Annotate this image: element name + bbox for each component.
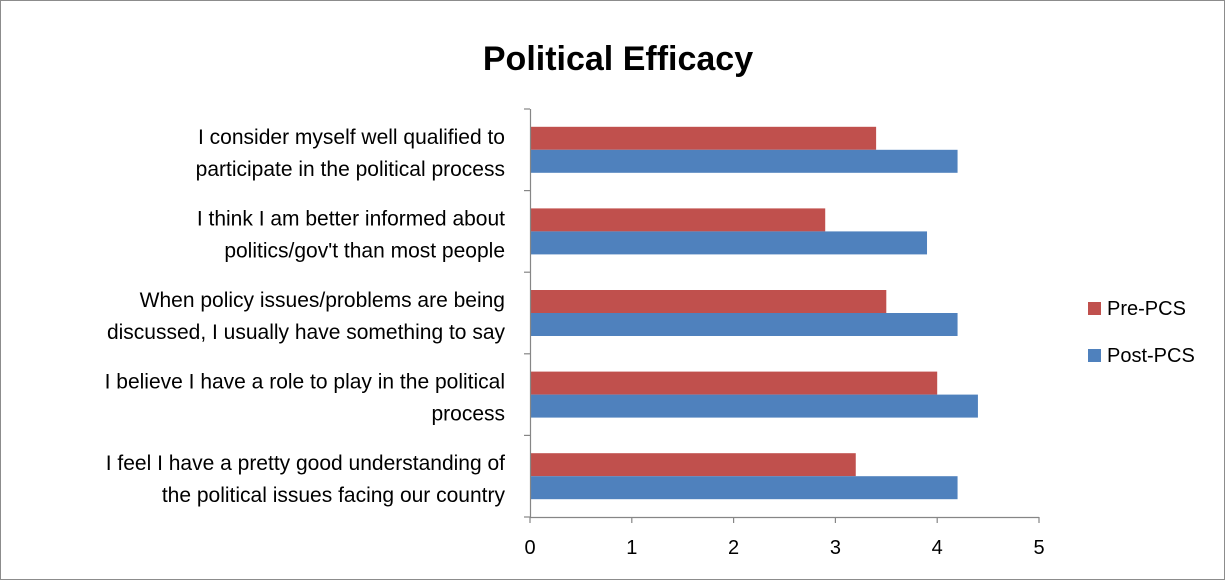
bar-pre-pcs-3 — [530, 290, 887, 313]
x-tick-label: 5 — [1033, 537, 1044, 559]
category-label-2: I think I am better informed about politi… — [197, 207, 505, 262]
category-labels: I consider myself well qualified to parti… — [105, 126, 506, 507]
category-label-line: I consider myself well qualified to — [198, 126, 505, 149]
bar-pre-pcs-4 — [530, 371, 938, 395]
category-label-line: I feel I have a pretty good understandin… — [106, 452, 505, 475]
bar-pre-pcs-1 — [530, 126, 877, 150]
category-label-5: I feel I have a pretty good understandin… — [106, 452, 506, 507]
axes-group — [524, 108, 1040, 523]
bars-group — [530, 126, 978, 500]
legend-label-post-pcs: Post-PCS — [1107, 345, 1195, 367]
bar-post-pcs-1 — [530, 149, 958, 173]
legend: Pre-PCS Post-PCS — [1088, 298, 1195, 367]
legend-swatch-post-pcs — [1088, 349, 1101, 362]
x-tick-labels: 0 1 2 3 4 5 — [524, 537, 1044, 559]
x-tick-label: 0 — [524, 537, 535, 559]
category-label-line: politics/gov't than most people — [224, 239, 505, 262]
chart-title: Political Efficacy — [483, 40, 753, 78]
bar-pre-pcs-2 — [530, 208, 826, 232]
bar-post-pcs-2 — [530, 231, 928, 255]
x-tick-label: 2 — [728, 537, 739, 559]
bar-post-pcs-3 — [530, 313, 958, 336]
category-label-1: I consider myself well qualified to parti… — [196, 126, 505, 181]
bar-pre-pcs-5 — [530, 453, 856, 477]
category-label-line: process — [431, 403, 505, 426]
category-label-line: participate in the political process — [196, 158, 505, 181]
category-label-4: I believe I have a role to play in the p… — [105, 371, 505, 426]
legend-swatch-pre-pcs — [1088, 302, 1101, 315]
x-tick-label: 1 — [626, 537, 637, 559]
category-label-line: When policy issues/problems are being — [140, 289, 505, 312]
x-tick-label: 4 — [932, 537, 943, 559]
legend-label-pre-pcs: Pre-PCS — [1107, 298, 1186, 320]
bar-post-pcs-4 — [530, 394, 978, 418]
category-label-line: discussed, I usually have something to s… — [107, 321, 506, 344]
category-label-line: the political issues facing our country — [162, 484, 506, 507]
category-label-line: I believe I have a role to play in the p… — [105, 371, 505, 394]
category-label-3: When policy issues/problems are being dis… — [107, 289, 506, 344]
bar-post-pcs-5 — [530, 476, 958, 500]
x-tick-label: 3 — [830, 537, 841, 559]
category-label-line: I think I am better informed about — [197, 207, 505, 230]
